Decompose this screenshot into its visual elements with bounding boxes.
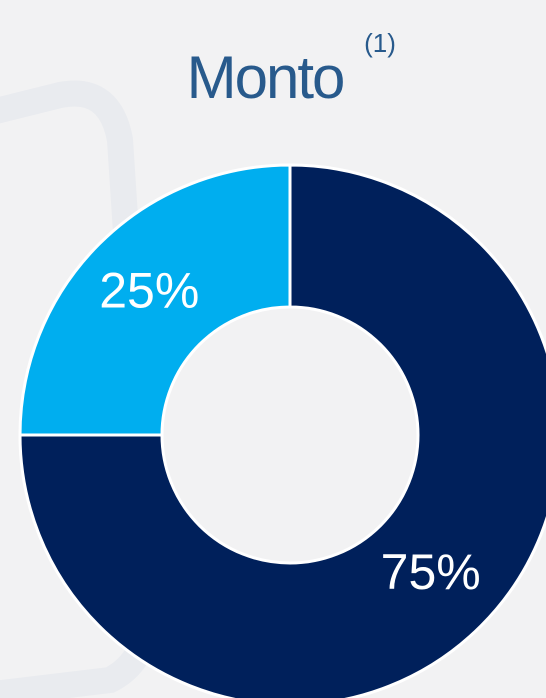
slice-label: 25%: [99, 262, 199, 318]
slice-label: 75%: [381, 544, 481, 600]
chart-title: Monto: [187, 44, 344, 111]
title-superscript: (1): [364, 28, 396, 58]
donut-slice: [18, 163, 546, 698]
donut-slice: [18, 163, 292, 437]
